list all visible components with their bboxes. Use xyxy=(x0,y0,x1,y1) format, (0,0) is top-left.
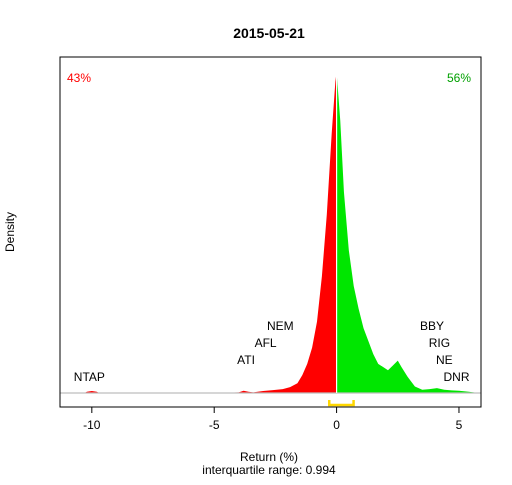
negative-share-label: 43% xyxy=(67,71,91,85)
positive-density-area xyxy=(336,72,479,393)
ticker-annotation: ATI xyxy=(237,353,255,367)
ticker-annotation: NE xyxy=(436,353,453,367)
ticker-annotation: NTAP xyxy=(74,370,105,384)
ticker-annotation: RIG xyxy=(429,336,450,350)
positive-share-label: 56% xyxy=(447,71,471,85)
y-axis-label: Density xyxy=(3,212,17,252)
ticker-annotation: AFL xyxy=(255,336,277,350)
x-tick-label: -10 xyxy=(83,418,101,432)
plot-area xyxy=(60,72,481,407)
x-tick-label: 0 xyxy=(333,418,340,432)
ticker-annotation: NEM xyxy=(267,319,294,333)
x-tick-label: 5 xyxy=(456,418,463,432)
negative-density-area xyxy=(84,72,337,393)
x-axis-label: Return (%) xyxy=(240,450,298,464)
iqr-subtitle: interquartile range: 0.994 xyxy=(202,463,336,477)
ticker-annotation: DNR xyxy=(444,370,470,384)
x-tick-label: -5 xyxy=(209,418,220,432)
ticker-annotation: BBY xyxy=(420,319,444,333)
plot-frame xyxy=(59,56,482,408)
x-axis: -10 -5 0 5 xyxy=(83,406,463,432)
chart-title: 2015-05-21 xyxy=(233,25,305,41)
iqr-bracket xyxy=(327,400,355,407)
